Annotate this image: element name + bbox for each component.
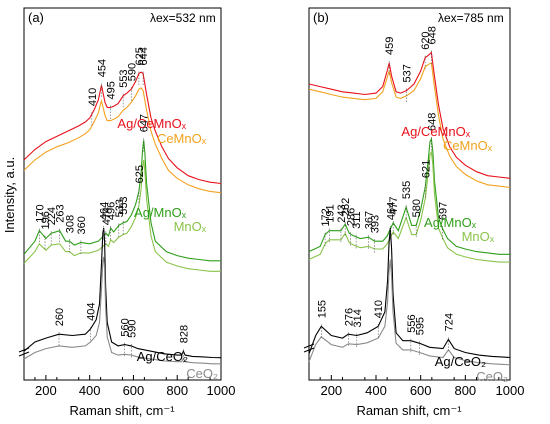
panel-b-peak-label-556: 556 (406, 314, 418, 332)
panel-a-peak-label-474: 474 (101, 207, 113, 225)
panel-a-peak-label-464: 464 (99, 202, 111, 220)
panel-a-series-mnox (23, 159, 221, 272)
panel-b-label-ag-ceo2: Ag/CeO₂ (435, 354, 486, 369)
panel-b-peak-label-410: 410 (373, 300, 385, 318)
panel-b-x-tick-label: 600 (410, 383, 432, 398)
panel-a: (a) λex=532 nm 4104544955535906256441701… (23, 7, 236, 418)
panel-b-series-ag-ceo2 (308, 228, 511, 359)
panel-b-peak-label-243: 243 (336, 204, 348, 222)
panel-a-peak-label-410: 410 (87, 88, 99, 106)
panel-a-label-mnox: MnOₓ (174, 219, 207, 234)
panel-a-peak-label-553: 553 (118, 196, 130, 214)
panel-b-series-ag-cemnox (308, 51, 511, 179)
panel-b-x-tick-label: 200 (320, 383, 342, 398)
panel-b-peak-label-697: 697 (437, 202, 449, 220)
axis-break-a (18, 347, 30, 357)
panel-a-x-tick-label: 1000 (207, 383, 236, 398)
panel-a-label-ag-cemnox: Ag/CeMnOₓ (117, 116, 186, 131)
panel-b-label-ceo2: CeO₂ (476, 369, 508, 384)
panel-a-x-title: Raman shift, cm⁻¹ (69, 403, 175, 418)
panel-a-peak-label-590: 590 (126, 63, 138, 81)
panel-a-peak-label-828: 828 (178, 325, 190, 343)
panel-b-peak-label-191: 191 (324, 204, 336, 222)
panel-b-peak-label-367: 367 (364, 211, 376, 229)
panel-a-peak-label-496: 496 (106, 202, 118, 220)
panel-a-excitation: λex=532 nm (150, 11, 216, 25)
panel-b-label-mnox: MnOₓ (462, 229, 495, 244)
panel-a-peak-label-170: 170 (34, 204, 46, 222)
panel-b-peak-label-286: 286 (346, 208, 358, 226)
panel-b-peak-label-311: 311 (351, 211, 363, 229)
panel-b-peak-label-314: 314 (352, 309, 364, 327)
panel-b-peak-label-262: 262 (340, 198, 352, 216)
panel-a-peak-label-495: 495 (106, 81, 118, 99)
panel-a-series-ag-mnox (23, 140, 221, 262)
panel-a-peak-label-404: 404 (86, 303, 98, 321)
panel-a-peak-label-533: 533 (114, 199, 126, 217)
panel-a-series-cemnox (23, 87, 222, 194)
panel-b-x-tick-label: 400 (365, 383, 387, 398)
axis-break-b (303, 343, 315, 353)
panel-b-peak-label-580: 580 (411, 199, 423, 217)
panel-a-label: (a) (28, 10, 44, 25)
panel-a-peak-label-360: 360 (76, 216, 88, 234)
panel-b-peak-label-595: 595 (415, 317, 427, 335)
panel-b-peak-label-155: 155 (316, 300, 328, 318)
panel-b-peak-label-172: 172 (320, 208, 332, 226)
panel-a-label-cemnox: CeMnOₓ (157, 131, 207, 146)
panel-a-peak-label-260: 260 (54, 308, 66, 326)
panel-b-series-mnox (308, 150, 510, 263)
y-axis-title: Intensity, a.u. (2, 157, 17, 233)
panel-a-series-ag-cemnox (23, 71, 222, 185)
panel-b-peak-label-620: 620 (420, 31, 432, 49)
panel-b-peak-label-535: 535 (401, 181, 413, 199)
panel-a-x-tick-label: 800 (166, 383, 188, 398)
panel-a-x-tick-label: 200 (35, 383, 57, 398)
panel-b-peak-label-459: 459 (384, 37, 396, 55)
panel-a-peak-label-644: 644 (138, 47, 150, 65)
panel-b-label-ag-cemnox: Ag/CeMnOₓ (401, 124, 470, 139)
panel-a-label-ceo2: CeO₂ (186, 366, 218, 381)
panel-a-peak-label-196: 196 (40, 211, 52, 229)
panel-a-peak-label-454: 454 (97, 59, 109, 77)
panel-b-series-ag-mnox (308, 137, 510, 255)
panel-b-x-tick-label: 1000 (496, 383, 525, 398)
panel-a-peak-label-647: 647 (139, 114, 151, 132)
panel-a-x-tick-label: 400 (79, 383, 101, 398)
panel-b-series-ceo2 (308, 259, 511, 366)
panel-b-label-cemnox: CeMnOₓ (443, 138, 493, 153)
panel-a-series-ceo2 (23, 256, 221, 365)
panel-b-excitation: λex=785 nm (438, 11, 504, 25)
panel-a-x-tick-label: 600 (123, 383, 145, 398)
panel-b-peak-label-724: 724 (443, 313, 455, 331)
panel-b-label-ag-mnox: Ag/MnOₓ (424, 215, 477, 230)
panel-b-peak-label-393: 393 (369, 215, 381, 233)
panel-b-peak-label-477: 477 (388, 196, 400, 214)
panel-b-series-cemnox (308, 62, 511, 189)
panel-b-peak-label-621: 621 (420, 160, 432, 178)
panel-a-peak-label-553: 553 (118, 69, 130, 87)
panel-b-x-tick-label: 800 (454, 383, 476, 398)
panel-a-peak-label-625: 625 (134, 165, 146, 183)
panel-a-peak-label-224: 224 (46, 207, 58, 225)
panel-a-label-ag-ceo2: Ag/CeO₂ (137, 349, 188, 364)
panel-b-peak-label-537: 537 (402, 64, 414, 82)
panel-b-peak-label-648: 648 (426, 113, 438, 131)
panel-b-peak-label-464: 464 (385, 202, 397, 220)
panel-a-peak-label-308: 308 (65, 215, 77, 233)
panel-a-peak-label-625: 625 (134, 47, 146, 65)
panel-a-peak-label-590: 590 (126, 320, 138, 338)
panel-a-label-ag-mnox: Ag/MnOₓ (134, 205, 187, 220)
panel-b-peak-label-648: 648 (426, 26, 438, 44)
panel-a-series-ag-ceo2 (23, 228, 222, 359)
panel-a-peak-label-263: 263 (55, 204, 67, 222)
panel-b-x-title: Raman shift, cm⁻¹ (356, 403, 462, 418)
panel-a-peak-label-560: 560 (120, 318, 132, 336)
panel-b-label: (b) (313, 10, 329, 25)
panel-b-peak-label-276: 276 (343, 308, 355, 326)
